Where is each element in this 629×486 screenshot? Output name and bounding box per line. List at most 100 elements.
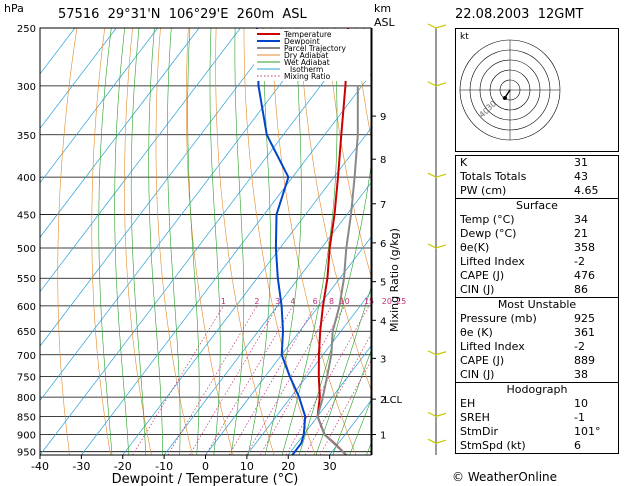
surface-row: CAPE (J) 476 xyxy=(456,269,618,283)
km-tick-label: 7 xyxy=(380,200,386,211)
hodograph-param-label: StmSpd (kt) xyxy=(460,439,526,452)
surface-row: Temp (°C) 34 xyxy=(456,213,618,227)
pressure-tick-label: 900 xyxy=(17,431,36,442)
pressure-tick-label: 600 xyxy=(17,302,36,313)
most-unstable-row: θe (K) 361 xyxy=(456,326,618,340)
dry-adiabat xyxy=(243,28,316,455)
hodograph-param-label: StmDir xyxy=(460,425,499,438)
index-value: 43 xyxy=(574,170,588,183)
most-unstable-value: -2 xyxy=(574,340,585,353)
surface-label: Temp (°C) xyxy=(460,213,515,226)
lcl-label: LCL xyxy=(384,395,403,406)
index-row: K 31 xyxy=(456,156,618,170)
km-tick-label: 3 xyxy=(380,354,386,365)
wet-adiabat xyxy=(349,399,371,455)
hodograph-section-title: Hodograph xyxy=(506,383,568,396)
wet-adiabat xyxy=(332,349,371,455)
wet-adiabat xyxy=(281,28,338,455)
most-unstable-label: Lifted Index xyxy=(460,340,525,353)
mixing-ratio-label: 6 xyxy=(313,297,318,306)
asl-unit-label: ASL xyxy=(374,16,395,29)
isotherm-line xyxy=(205,236,371,455)
surface-row: Dewp (°C) 21 xyxy=(456,227,618,241)
surface-row: CIN (J) 86 xyxy=(456,283,618,297)
wind-barb xyxy=(427,350,447,356)
hodograph-param-value: -1 xyxy=(574,411,585,424)
wind-barb xyxy=(427,81,447,87)
mixing-ratio-axis-label: Mixing Ratio (g/kg) xyxy=(388,228,401,332)
hodograph-param-value: 10 xyxy=(574,397,588,410)
wet-adiabat xyxy=(247,28,271,455)
dry-adiabat xyxy=(186,28,234,455)
temperature-tick-label: -40 xyxy=(31,460,49,473)
wet-adiabat xyxy=(114,28,130,455)
legend-entry: Dewpoint xyxy=(284,37,320,46)
km-tick-label: 9 xyxy=(380,112,386,123)
mixing-ratio-label: 15 xyxy=(364,297,374,306)
most-unstable-value: 925 xyxy=(574,312,595,325)
most-unstable-section-title: Most Unstable xyxy=(497,298,577,311)
pressure-tick-label: 750 xyxy=(17,373,36,384)
mixing-ratio-label: 8 xyxy=(329,297,334,306)
km-unit-label: km xyxy=(374,2,392,15)
wet-adiabat xyxy=(298,164,371,455)
isotherm-line xyxy=(246,291,371,455)
index-label: Totals Totals xyxy=(460,170,527,183)
pressure-tick-label: 950 xyxy=(17,448,36,459)
wind-barb xyxy=(427,23,447,29)
mixing-ratio-label: 20 xyxy=(382,297,392,306)
isotherm-line xyxy=(40,28,158,184)
mixing-ratio-line xyxy=(189,305,279,455)
most-unstable-value: 361 xyxy=(574,326,595,339)
pressure-tick-label: 450 xyxy=(17,211,36,222)
pressure-tick-label: 350 xyxy=(17,131,36,142)
pressure-tick-label: 250 xyxy=(17,24,36,35)
isotherm-line xyxy=(40,28,324,402)
surface-value: 86 xyxy=(574,283,588,296)
x-axis-label: Dewpoint / Temperature (°C) xyxy=(112,472,299,486)
pressure-tick-label: 300 xyxy=(17,82,36,93)
mixing-ratio-line xyxy=(205,305,294,455)
hodograph-param-row: SREH -1 xyxy=(456,411,618,425)
wet-adiabat xyxy=(209,28,221,455)
hodograph-param-row: StmDir 101° xyxy=(456,425,618,439)
pressure-tick-label: 650 xyxy=(17,327,36,338)
legend-entry: Temperature xyxy=(283,30,332,39)
parcel-trajectory-profile xyxy=(316,85,359,455)
dry-adiabat xyxy=(215,28,275,455)
index-row: Totals Totals 43 xyxy=(456,170,618,184)
dry-adiabat xyxy=(327,28,371,277)
isotherm-line xyxy=(122,127,371,455)
mixing-ratio-line xyxy=(228,305,316,455)
km-tick-label: 6 xyxy=(380,239,386,250)
dry-adiabat xyxy=(57,28,78,455)
surface-value: 34 xyxy=(574,213,588,226)
surface-label: CAPE (J) xyxy=(460,269,505,282)
wet-adiabat xyxy=(98,28,113,455)
temperature-tick-label: 10 xyxy=(240,460,254,473)
most-unstable-row: Pressure (mb) 925 xyxy=(456,312,618,326)
surface-label: CIN (J) xyxy=(460,283,495,296)
isotherm-line xyxy=(287,345,371,455)
most-unstable-label: θe (K) xyxy=(460,326,493,339)
isotherm-line xyxy=(81,73,371,455)
hodograph-param-label: EH xyxy=(460,397,476,410)
index-label: PW (cm) xyxy=(460,184,507,197)
surface-row: Lifted Index -2 xyxy=(456,255,618,269)
index-value: 4.65 xyxy=(574,184,599,197)
isotherm-line xyxy=(40,28,241,293)
surface-value: 476 xyxy=(574,269,595,282)
surface-value: 358 xyxy=(574,241,595,254)
mixing-ratio-line xyxy=(285,305,370,455)
index-label: K xyxy=(460,156,468,169)
wind-barb xyxy=(427,411,447,418)
hodograph-param-row: StmSpd (kt) 6 xyxy=(456,439,618,453)
pressure-tick-label: 700 xyxy=(17,351,36,362)
mixing-ratio-label: 1 xyxy=(221,297,226,306)
dry-adiabat xyxy=(91,28,111,455)
plot-frame xyxy=(39,27,372,456)
wind-barb xyxy=(427,438,447,444)
mixing-ratio-line xyxy=(319,360,371,455)
